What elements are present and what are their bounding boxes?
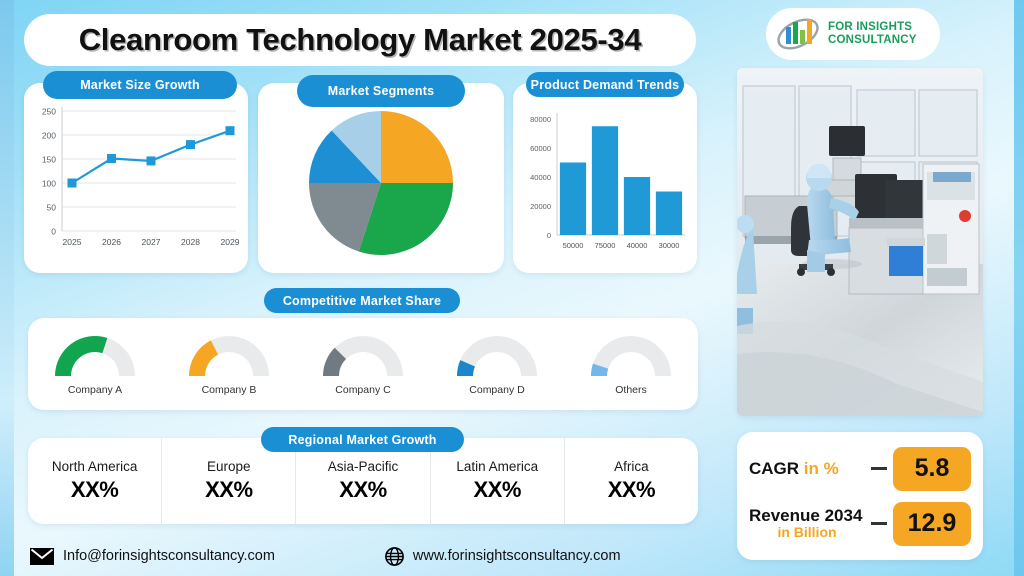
svg-text:2027: 2027 bbox=[142, 237, 161, 247]
gauge-company-d: Company D bbox=[430, 332, 564, 396]
kpi-cagr-labels: CAGR in % bbox=[749, 459, 865, 478]
panel-title-market-size-growth: Market Size Growth bbox=[43, 71, 237, 99]
region-value: XX% bbox=[70, 477, 119, 502]
kpi-revenue-dash-icon bbox=[871, 522, 887, 525]
competitive-market-share-card: Company A Company B Company C Company D Othe… bbox=[28, 318, 698, 410]
gauge-label: Company B bbox=[201, 384, 257, 396]
kpi-revenue-value: 12.9 bbox=[893, 501, 971, 546]
gauge-company-c: Company C bbox=[296, 332, 430, 396]
regional-market-growth-card: North America XX% Europe XX% Asia-Pacific XX%… bbox=[28, 438, 698, 524]
svg-text:40000: 40000 bbox=[627, 241, 648, 250]
gauge-label: Company C bbox=[335, 384, 391, 396]
product-demand-trends-card: 0 20000 40000 60000 80000 50000 75000 40000 3000… bbox=[513, 83, 697, 273]
page-title-bar: Cleanroom Technology Market 2025-34 bbox=[24, 14, 696, 66]
globe-icon bbox=[385, 546, 404, 566]
svg-text:2028: 2028 bbox=[181, 237, 200, 247]
gauge-company-a: Company A bbox=[28, 332, 162, 396]
svg-text:2026: 2026 bbox=[102, 237, 121, 247]
logo-line-1: FOR INSIGHTS bbox=[828, 21, 913, 34]
region-name: Europe bbox=[207, 459, 251, 474]
svg-text:0: 0 bbox=[51, 227, 56, 237]
market-size-growth-line-chart: 0 50 100 150 200 250 2025 2026 2027 2028 2029 bbox=[42, 107, 240, 248]
region-name: Africa bbox=[614, 459, 649, 474]
svg-text:2025: 2025 bbox=[63, 237, 82, 247]
gauge-arc-3 bbox=[323, 336, 403, 376]
gauge-arc-4 bbox=[457, 336, 537, 376]
right-edge-decoration bbox=[1014, 0, 1024, 576]
svg-text:20000: 20000 bbox=[530, 202, 551, 211]
panel-title-regional-market-growth: Regional Market Growth bbox=[261, 427, 464, 452]
cleanroom-photo bbox=[737, 68, 983, 416]
svg-text:60000: 60000 bbox=[530, 144, 551, 153]
svg-text:2029: 2029 bbox=[221, 237, 240, 247]
svg-text:30000: 30000 bbox=[659, 241, 680, 250]
region-value: XX% bbox=[339, 477, 387, 502]
market-segments-card bbox=[258, 83, 504, 273]
footer-website[interactable]: www.forinsightsconsultancy.com bbox=[385, 546, 621, 566]
product-demand-trends-bar-chart: 0 20000 40000 60000 80000 50000 75000 40000 3000… bbox=[530, 113, 685, 250]
gauge-arc-2 bbox=[189, 336, 269, 376]
market-segments-pie-chart bbox=[309, 111, 453, 255]
gauge-arc-1 bbox=[55, 336, 135, 376]
gauge-label: Others bbox=[615, 384, 647, 396]
region-value: XX% bbox=[205, 477, 253, 502]
gauge-row: Company A Company B Company C Company D Othe… bbox=[28, 318, 698, 410]
footer-email-text: Info@forinsightsconsultancy.com bbox=[63, 548, 275, 564]
kpi-revenue-label: Revenue 2034 bbox=[749, 506, 863, 526]
region-cell-north-america: North America XX% bbox=[28, 438, 163, 524]
region-name: Latin America bbox=[456, 459, 539, 474]
gauge-others: Others bbox=[564, 332, 698, 396]
brand-logo-text: FOR INSIGHTS CONSULTANCY bbox=[828, 21, 917, 47]
kpi-revenue-row: Revenue 2034 in Billion 12.9 bbox=[749, 501, 971, 546]
svg-text:50000: 50000 bbox=[563, 241, 584, 250]
gauge-label: Company D bbox=[469, 384, 525, 396]
left-edge-decoration bbox=[0, 0, 14, 576]
kpi-cagr-label-text: CAGR bbox=[749, 458, 800, 478]
svg-text:75000: 75000 bbox=[595, 241, 616, 250]
region-value: XX% bbox=[607, 477, 656, 502]
kpi-cagr-dash-icon bbox=[871, 467, 887, 470]
region-cell-asia-pacific: Asia-Pacific XX% bbox=[296, 438, 431, 524]
svg-text:250: 250 bbox=[42, 107, 56, 117]
kpi-cagr-unit: in % bbox=[803, 458, 839, 478]
gauge-label: Company A bbox=[67, 384, 123, 396]
gauge-arc-5 bbox=[591, 336, 671, 376]
brand-logo: FOR INSIGHTS CONSULTANCY bbox=[766, 8, 940, 60]
svg-text:50: 50 bbox=[47, 203, 57, 213]
panel-title-competitive-market-share: Competitive Market Share bbox=[264, 288, 460, 313]
page-title: Cleanroom Technology Market 2025-34 bbox=[78, 22, 642, 57]
kpi-cagr-row: CAGR in % 5.8 bbox=[749, 446, 971, 491]
market-size-growth-card: 0 50 100 150 200 250 2025 2026 2027 2028 2029 bbox=[24, 83, 248, 273]
footer-email[interactable]: Info@forinsightsconsultancy.com bbox=[30, 547, 275, 565]
region-name: North America bbox=[51, 459, 138, 474]
kpi-cagr-label: CAGR in % bbox=[749, 459, 865, 478]
region-value: XX% bbox=[473, 477, 522, 502]
region-name: Asia-Pacific bbox=[327, 459, 399, 474]
svg-text:40000: 40000 bbox=[530, 173, 551, 182]
cleanroom-photo-illustration bbox=[737, 68, 983, 416]
panel-title-product-demand-trends: Product Demand Trends bbox=[526, 72, 684, 97]
panel-title-market-segments: Market Segments bbox=[297, 75, 465, 107]
svg-text:100: 100 bbox=[42, 179, 56, 189]
envelope-icon bbox=[30, 547, 54, 565]
kpi-cagr-value: 5.8 bbox=[893, 446, 971, 491]
kpi-card: CAGR in % 5.8 Revenue 2034 in Billion 12… bbox=[737, 432, 983, 560]
region-cell-africa: Africa XX% bbox=[565, 438, 698, 524]
region-row: North America XX% Europe XX% Asia-Pacific XX%… bbox=[28, 438, 698, 524]
region-cell-europe: Europe XX% bbox=[162, 438, 297, 524]
kpi-revenue-unit: in Billion bbox=[777, 524, 837, 541]
svg-text:150: 150 bbox=[42, 155, 56, 165]
kpi-revenue-labels: Revenue 2034 in Billion bbox=[749, 506, 865, 541]
region-cell-latin-america: Latin America XX% bbox=[431, 438, 565, 524]
logo-line-2: CONSULTANCY bbox=[828, 34, 917, 46]
svg-text:0: 0 bbox=[547, 231, 551, 240]
footer: Info@forinsightsconsultancy.com www.fori… bbox=[0, 536, 1024, 576]
bar-chart-swoosh-logo-icon bbox=[774, 13, 822, 55]
footer-website-text: www.forinsightsconsultancy.com bbox=[412, 548, 621, 564]
gauge-company-b: Company B bbox=[162, 332, 296, 396]
svg-text:80000: 80000 bbox=[530, 115, 551, 124]
svg-text:200: 200 bbox=[42, 131, 56, 141]
